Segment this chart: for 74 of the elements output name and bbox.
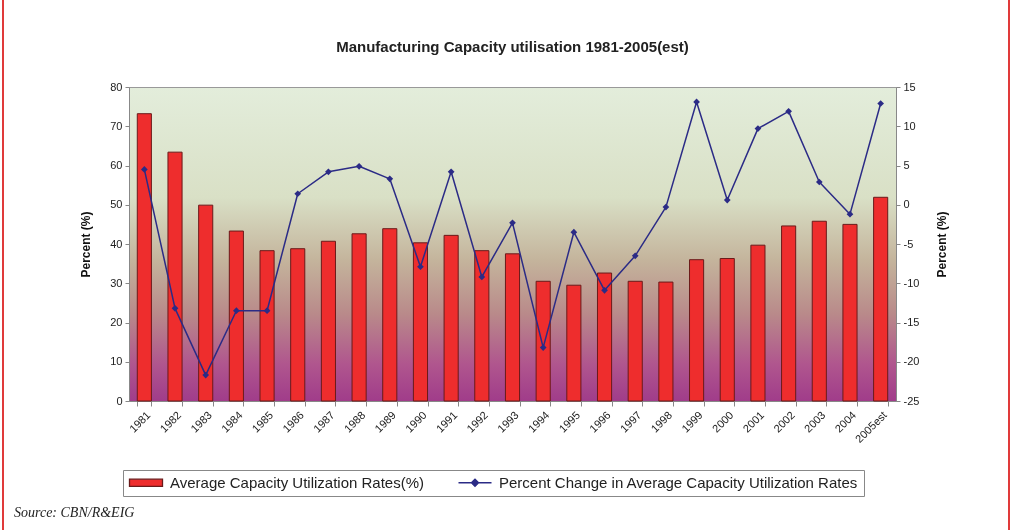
bar	[136, 113, 152, 402]
bar	[535, 280, 551, 402]
legend-label: Percent Change in Average Capacity Utilization Rates	[499, 473, 858, 491]
y2-tick-label: -10	[903, 276, 920, 289]
point	[447, 168, 455, 176]
bar	[351, 233, 367, 402]
point	[509, 219, 516, 227]
bar	[443, 234, 459, 402]
source-note: Source: CBN/R&EIG	[14, 505, 135, 521]
point	[140, 166, 148, 173]
point	[754, 125, 762, 132]
bar	[873, 196, 889, 402]
point	[877, 100, 885, 107]
y-tick-label: 0	[116, 394, 123, 407]
y-tick-label: 20	[110, 316, 123, 328]
y-axis-title: Percent (%)	[79, 211, 94, 278]
bar	[504, 253, 521, 402]
y-tick-label: 60	[110, 159, 123, 171]
point	[294, 190, 302, 198]
bar	[689, 259, 705, 402]
bar	[750, 244, 766, 402]
bar	[596, 272, 613, 402]
y2-tick-label: 5	[903, 159, 910, 171]
point	[662, 203, 670, 211]
bar	[566, 284, 582, 402]
bar	[228, 230, 244, 402]
point	[631, 252, 639, 260]
bar	[719, 258, 735, 402]
point	[263, 307, 271, 315]
y-tick-label: 50	[110, 198, 123, 211]
bar	[781, 225, 797, 402]
bar	[198, 204, 214, 402]
point	[417, 263, 424, 271]
point	[723, 196, 731, 204]
y-tick-label: 40	[110, 237, 123, 250]
bar	[167, 151, 183, 402]
y2-tick-label: -5	[903, 237, 914, 250]
point	[325, 168, 332, 176]
y2-tick-label: -25	[903, 394, 920, 407]
point	[202, 371, 210, 379]
bar	[412, 242, 429, 402]
bar	[259, 250, 275, 402]
bar	[382, 228, 398, 402]
bar	[627, 280, 643, 402]
y-tick-label: 10	[110, 355, 123, 368]
point	[233, 307, 240, 315]
y-tick-label: 80	[110, 80, 123, 93]
y2-tick-label: -20	[903, 355, 920, 368]
bar	[290, 248, 306, 402]
point	[785, 107, 792, 115]
point	[171, 305, 179, 312]
point	[355, 162, 363, 170]
point	[846, 210, 854, 218]
bar	[842, 223, 858, 402]
y-tick-label: 70	[110, 119, 123, 132]
point	[601, 286, 608, 294]
point	[570, 228, 578, 236]
bar	[320, 240, 336, 402]
point	[478, 273, 486, 281]
bar	[811, 220, 827, 402]
point	[815, 178, 823, 186]
chart-title: Manufacturing Capacity utilisation 1981-2005(est)	[336, 38, 689, 55]
y2-tick-label: -15	[903, 316, 920, 328]
point	[539, 344, 547, 351]
y2-tick-label: 0	[903, 198, 910, 211]
point	[693, 98, 700, 106]
y-tick-label: 30	[110, 276, 123, 289]
legend-label: Average Capacity Utilization Rates(%)	[170, 473, 424, 491]
point	[386, 175, 394, 183]
y2-tick-label: 10	[903, 119, 916, 132]
y2-tick-label: 15	[903, 80, 916, 93]
bar	[474, 250, 490, 402]
bar	[658, 281, 674, 402]
y2-axis-title: Percent (%)	[935, 211, 950, 278]
